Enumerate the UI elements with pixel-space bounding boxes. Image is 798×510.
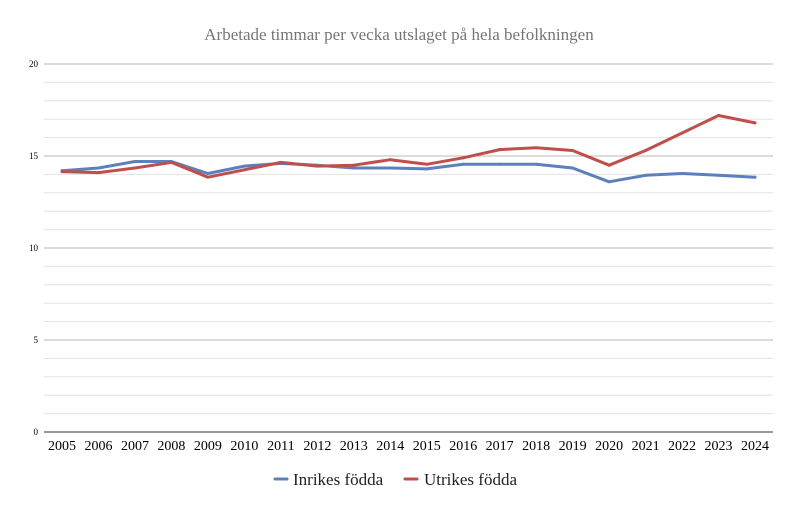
x-tick-label: 2017 <box>486 439 514 454</box>
x-tick-label: 2010 <box>230 439 258 454</box>
data-point <box>388 158 392 162</box>
x-tick-label: 2024 <box>741 439 769 454</box>
data-point <box>753 175 757 179</box>
data-point <box>96 166 100 170</box>
data-point <box>680 131 684 135</box>
data-point <box>206 175 210 179</box>
x-tick-label: 2016 <box>449 439 477 454</box>
data-point <box>607 163 611 167</box>
data-point <box>169 160 173 164</box>
x-tick-label: 2013 <box>340 439 368 454</box>
y-axis: 0 5 10 15 20 <box>29 59 39 437</box>
gridlines <box>44 63 773 433</box>
data-point <box>461 162 465 166</box>
data-point <box>607 180 611 184</box>
x-tick-label: 2009 <box>194 439 222 454</box>
x-tick-label: 2006 <box>84 439 112 454</box>
data-point <box>133 166 137 170</box>
x-tick-label: 2015 <box>413 439 441 454</box>
data-point <box>352 166 356 170</box>
y-tick-label: 0 <box>34 427 39 437</box>
series-2 <box>60 114 757 179</box>
x-tick-label: 2008 <box>157 439 185 454</box>
data-point <box>206 171 210 175</box>
data-point <box>498 148 502 152</box>
series-line <box>60 114 757 179</box>
data-point <box>60 170 64 174</box>
data-point <box>717 114 721 118</box>
legend-label: Utrikes födda <box>424 470 517 489</box>
x-tick-label: 2005 <box>48 439 76 454</box>
legend-label: Inrikes födda <box>293 470 384 489</box>
series-lines <box>60 114 757 184</box>
x-tick-label: 2023 <box>705 439 733 454</box>
data-point <box>388 166 392 170</box>
data-point <box>534 146 538 150</box>
data-point <box>534 162 538 166</box>
data-point <box>680 171 684 175</box>
data-point <box>571 166 575 170</box>
legend: Inrikes födda Utrikes födda <box>273 470 517 489</box>
data-point <box>461 156 465 160</box>
x-tick-label: 2018 <box>522 439 550 454</box>
x-tick-label: 2012 <box>303 439 331 454</box>
data-point <box>571 148 575 152</box>
y-tick-label: 10 <box>29 243 39 253</box>
x-tick-label: 2014 <box>376 439 404 454</box>
y-tick-label: 5 <box>34 335 39 345</box>
y-tick-label: 15 <box>29 151 39 161</box>
data-point <box>717 173 721 177</box>
data-point <box>352 163 356 167</box>
data-point <box>242 164 246 168</box>
data-point <box>96 171 100 175</box>
data-point <box>644 173 648 177</box>
data-point <box>315 164 319 168</box>
x-tick-label: 2007 <box>121 439 149 454</box>
data-point <box>133 160 137 164</box>
data-point <box>425 162 429 166</box>
x-tick-label: 2011 <box>267 439 294 454</box>
data-point <box>425 167 429 171</box>
data-point <box>279 160 283 164</box>
x-axis: 2005 2006 2007 2008 2009 2010 2011 2012 2013 2014… <box>48 439 769 454</box>
x-tick-label: 2022 <box>668 439 696 454</box>
x-tick-label: 2019 <box>559 439 587 454</box>
y-tick-label: 20 <box>29 59 39 69</box>
data-point <box>753 121 757 125</box>
data-point <box>644 148 648 152</box>
data-point <box>498 162 502 166</box>
chart-title: Arbetade timmar per vecka utslaget på he… <box>204 25 594 44</box>
data-point <box>242 168 246 172</box>
x-tick-label: 2020 <box>595 439 623 454</box>
x-tick-label: 2021 <box>632 439 660 454</box>
